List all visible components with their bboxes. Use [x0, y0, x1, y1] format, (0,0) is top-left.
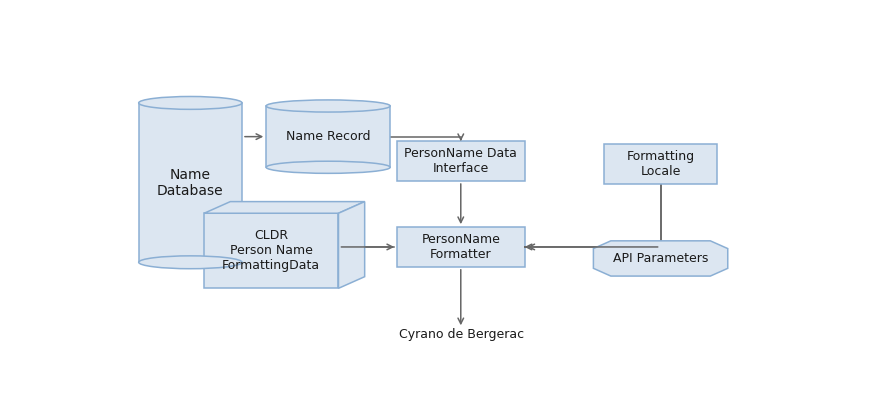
Text: PersonName
Formatter: PersonName Formatter	[421, 233, 501, 261]
Polygon shape	[594, 241, 728, 276]
Text: Cyrano de Bergerac: Cyrano de Bergerac	[398, 328, 524, 341]
Text: Name Record: Name Record	[286, 130, 371, 143]
Polygon shape	[397, 141, 525, 181]
Ellipse shape	[266, 100, 390, 112]
Polygon shape	[204, 202, 364, 213]
Polygon shape	[604, 144, 717, 184]
Polygon shape	[339, 202, 364, 288]
Ellipse shape	[139, 96, 242, 109]
Text: Name
Database: Name Database	[157, 168, 224, 198]
Text: API Parameters: API Parameters	[613, 252, 709, 265]
Polygon shape	[139, 103, 242, 262]
Polygon shape	[204, 213, 339, 288]
Polygon shape	[397, 227, 525, 267]
Text: Formatting
Locale: Formatting Locale	[627, 150, 694, 178]
Ellipse shape	[266, 161, 390, 174]
Text: CLDR
Person Name
FormattingData: CLDR Person Name FormattingData	[222, 229, 320, 272]
Ellipse shape	[139, 256, 242, 269]
Text: PersonName Data
Interface: PersonName Data Interface	[404, 147, 517, 175]
Polygon shape	[266, 106, 390, 167]
